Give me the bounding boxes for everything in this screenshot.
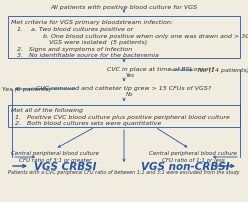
Text: 2.   Signs and symptoms of infection: 2. Signs and symptoms of infection — [17, 47, 132, 52]
Text: All patients with positive blood culture for VGS: All patients with positive blood culture… — [50, 5, 198, 10]
Text: b. One blood culture positive when only one was drawn and > 30 CFUs of: b. One blood culture positive when only … — [23, 34, 248, 39]
Text: Central peripheral blood culture: Central peripheral blood culture — [149, 150, 237, 155]
Text: 2.   Both blood cultures sets were quantitative: 2. Both blood cultures sets were quantit… — [15, 120, 161, 125]
Text: Yes (6 patients): Yes (6 patients) — [2, 87, 51, 92]
Text: Central peripheral blood culture: Central peripheral blood culture — [11, 150, 99, 155]
Text: 3.   No identifiable source for the bacteremia: 3. No identifiable source for the bacter… — [17, 53, 159, 58]
Text: No: No — [126, 92, 133, 97]
Text: 1.    a. Two blood cultures positive or: 1. a. Two blood cultures positive or — [17, 27, 133, 32]
Text: 1.   Positive CVC blood culture plus positive peripheral blood culture: 1. Positive CVC blood culture plus posit… — [15, 115, 230, 119]
Text: CFU ratio of 3:1 or greater: CFU ratio of 3:1 or greater — [19, 157, 91, 162]
Text: Met criteria for VGS primary bloodstream infection:: Met criteria for VGS primary bloodstream… — [11, 20, 173, 25]
Text: CVC removed and catheter tip grew > 15 CFUs of VGS?: CVC removed and catheter tip grew > 15 C… — [36, 86, 212, 90]
Text: Met all of the following: Met all of the following — [11, 107, 83, 113]
Text: Yes: Yes — [126, 73, 135, 78]
Text: CFU ratio of 1:1 or less: CFU ratio of 1:1 or less — [162, 157, 224, 162]
Text: CVC in place at time of BSI onset?: CVC in place at time of BSI onset? — [107, 67, 214, 72]
Text: VGS non-CRBSI: VGS non-CRBSI — [141, 161, 229, 171]
Text: VGS were isolated  (5 patients): VGS were isolated (5 patients) — [23, 40, 147, 45]
Text: Patients with a CVC peripheral CFU ratio of between 1:1 and 3:1 were excluded fr: Patients with a CVC peripheral CFU ratio… — [8, 169, 240, 174]
Text: VGS CRBSI: VGS CRBSI — [34, 161, 96, 171]
Text: No (14 patients): No (14 patients) — [198, 68, 248, 73]
